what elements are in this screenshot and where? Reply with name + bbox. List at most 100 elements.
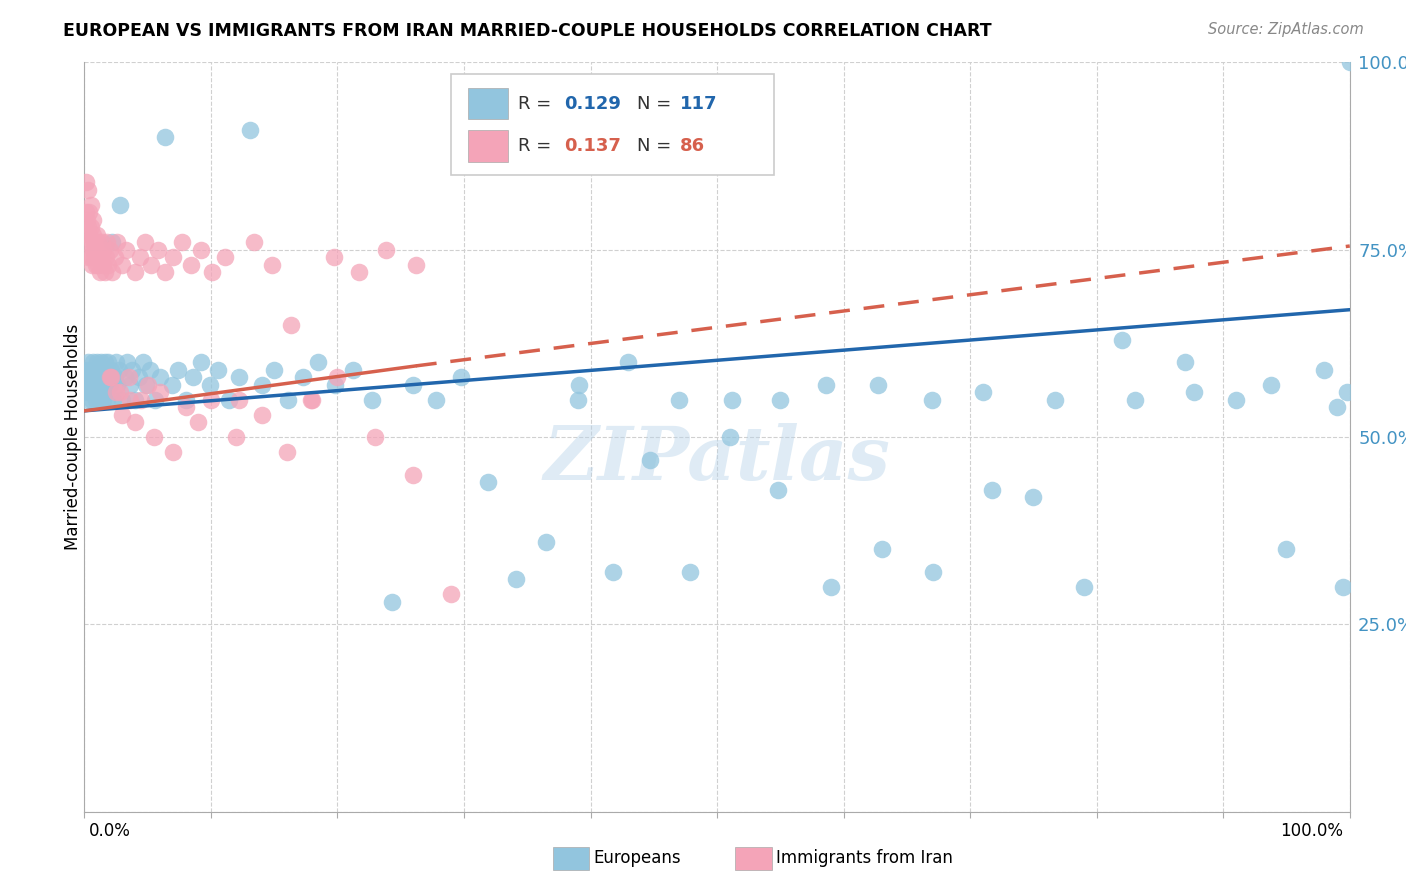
Point bbox=[100, 362, 122, 376]
Point bbox=[198, 377, 221, 392]
Point bbox=[276, 445, 298, 459]
Point bbox=[505, 573, 527, 587]
Point bbox=[108, 198, 131, 212]
Point bbox=[638, 452, 661, 467]
Point bbox=[97, 355, 120, 369]
Point bbox=[364, 430, 387, 444]
Point bbox=[718, 430, 741, 444]
Point bbox=[118, 392, 141, 407]
Point bbox=[1073, 580, 1095, 594]
Point bbox=[201, 265, 224, 279]
Point bbox=[117, 355, 139, 369]
Point bbox=[167, 362, 190, 376]
Point bbox=[250, 377, 273, 392]
Point bbox=[93, 392, 115, 407]
Point bbox=[225, 430, 247, 444]
Point bbox=[1333, 580, 1355, 594]
Point bbox=[766, 483, 789, 497]
Point bbox=[1174, 355, 1197, 369]
Point bbox=[602, 565, 624, 579]
Point bbox=[146, 243, 169, 257]
Point bbox=[83, 235, 105, 250]
Point bbox=[91, 385, 114, 400]
Point bbox=[174, 400, 197, 414]
Point bbox=[83, 362, 105, 376]
Point bbox=[263, 362, 285, 376]
Point bbox=[93, 265, 115, 279]
Point bbox=[98, 370, 121, 384]
Point bbox=[180, 258, 202, 272]
Point bbox=[105, 355, 127, 369]
Point bbox=[75, 175, 97, 189]
Point bbox=[77, 220, 100, 235]
Point bbox=[93, 258, 115, 272]
Point bbox=[79, 362, 103, 376]
Point bbox=[477, 475, 499, 489]
Point bbox=[131, 355, 153, 369]
Point bbox=[190, 243, 212, 257]
Point bbox=[80, 392, 103, 407]
Point bbox=[1022, 490, 1045, 504]
Point bbox=[277, 392, 299, 407]
Point bbox=[1111, 333, 1133, 347]
Text: 86: 86 bbox=[681, 136, 706, 155]
Point bbox=[79, 377, 101, 392]
Point bbox=[89, 370, 111, 384]
Point bbox=[86, 377, 108, 392]
Point bbox=[1123, 392, 1146, 407]
Point bbox=[181, 370, 204, 384]
Point bbox=[90, 250, 112, 264]
Point bbox=[922, 565, 945, 579]
Point bbox=[124, 415, 146, 429]
Point bbox=[79, 205, 101, 219]
Point bbox=[307, 355, 329, 369]
Text: Source: ZipAtlas.com: Source: ZipAtlas.com bbox=[1208, 22, 1364, 37]
Point bbox=[94, 362, 117, 376]
Point bbox=[79, 385, 103, 400]
Point bbox=[87, 235, 110, 250]
Point bbox=[80, 258, 103, 272]
Point bbox=[160, 377, 183, 392]
Point bbox=[93, 355, 115, 369]
Point bbox=[75, 205, 97, 219]
Point bbox=[143, 430, 166, 444]
Point bbox=[104, 250, 127, 264]
Point bbox=[87, 362, 110, 376]
Point bbox=[402, 467, 425, 482]
Point bbox=[111, 392, 134, 407]
Point bbox=[668, 392, 690, 407]
Point bbox=[200, 392, 222, 407]
Y-axis label: Married-couple Households: Married-couple Households bbox=[65, 324, 82, 550]
Point bbox=[77, 183, 100, 197]
Point bbox=[679, 565, 702, 579]
Point bbox=[82, 212, 104, 227]
Point bbox=[342, 362, 364, 376]
Point bbox=[101, 235, 124, 250]
Point bbox=[82, 243, 104, 257]
Text: ZIPatlas: ZIPatlas bbox=[544, 424, 890, 496]
Point bbox=[86, 355, 108, 369]
Text: 0.137: 0.137 bbox=[564, 136, 621, 155]
Text: 0.129: 0.129 bbox=[564, 95, 621, 112]
Point bbox=[96, 235, 118, 250]
Point bbox=[108, 385, 131, 400]
Point bbox=[76, 235, 98, 250]
Point bbox=[218, 392, 240, 407]
Point bbox=[425, 392, 447, 407]
Point bbox=[105, 385, 127, 400]
Point bbox=[360, 392, 382, 407]
Point bbox=[1326, 400, 1348, 414]
FancyBboxPatch shape bbox=[468, 130, 509, 161]
Point bbox=[94, 385, 117, 400]
Point bbox=[141, 258, 163, 272]
Point bbox=[162, 445, 184, 459]
Point bbox=[374, 243, 396, 257]
Point bbox=[114, 370, 136, 384]
Point bbox=[972, 385, 994, 400]
Point bbox=[617, 355, 640, 369]
Point bbox=[82, 355, 104, 369]
Point bbox=[280, 318, 302, 332]
Point bbox=[405, 258, 427, 272]
Point bbox=[567, 392, 589, 407]
Text: N =: N = bbox=[637, 136, 678, 155]
